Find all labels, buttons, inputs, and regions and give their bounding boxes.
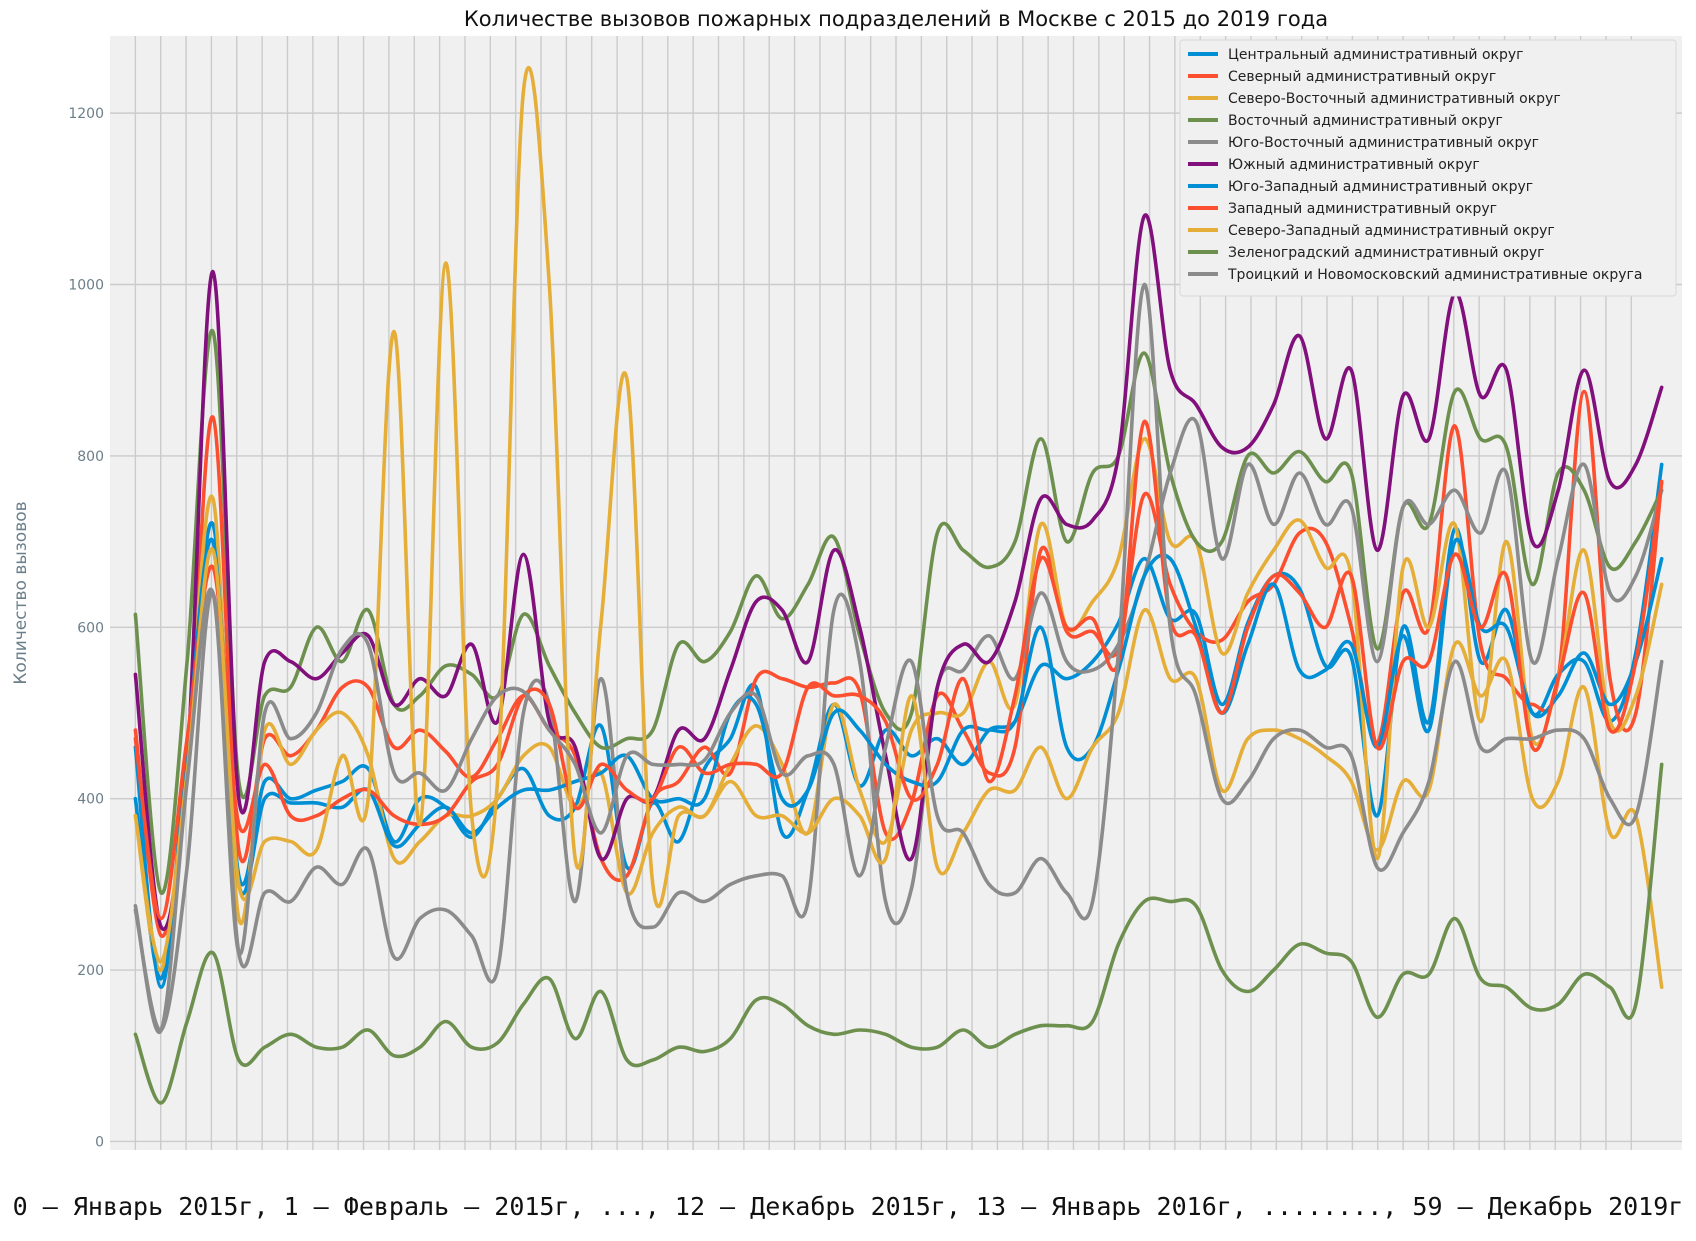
line-chart: 0123456789101112131415161718192021222324… [11, 7, 1682, 1176]
series-line-9 [133, 65, 1664, 989]
series-line-5 [133, 417, 1664, 1032]
x-axis-caption: 0 – Январь 2015г, 1 – Февраль – 2015г, .… [12, 1192, 1684, 1221]
legend-label: Юго-Западный административный округ [1228, 179, 1533, 195]
series-line-6 [133, 213, 1664, 931]
y-tick-label: 400 [77, 792, 104, 808]
y-axis-label: Количество вызовов [11, 501, 31, 684]
legend-label: Северный административный округ [1228, 69, 1496, 85]
legend-label: Южный административный округ [1228, 157, 1480, 173]
y-tick-label: 1200 [68, 106, 104, 122]
series-line-11 [133, 282, 1664, 1035]
y-tick-label: 800 [77, 449, 104, 465]
legend-label: Северо-Западный административный округ [1228, 223, 1555, 239]
y-tick-label: 1000 [68, 278, 104, 294]
legend-label: Западный административный округ [1228, 201, 1497, 217]
series-line-10 [133, 762, 1664, 1105]
y-tick-label: 200 [77, 963, 104, 979]
legend-label: Зеленоградский административный округ [1228, 245, 1544, 261]
legend-label: Восточный административный округ [1228, 113, 1503, 129]
legend-label: Юго-Восточный административный округ [1228, 135, 1539, 151]
y-tick-label: 0 [95, 1134, 104, 1150]
y-tick-label: 600 [77, 620, 104, 636]
series-line-7 [133, 537, 1664, 989]
chart-title: Количестве вызовов пожарных подразделени… [464, 7, 1328, 31]
legend-label: Северо-Восточный административный округ [1228, 91, 1561, 107]
legend-label: Центральный административный округ [1228, 47, 1524, 63]
series-line-8 [133, 419, 1664, 921]
legend [1179, 39, 1677, 297]
legend-label: Троицкий и Новомосковский административн… [1227, 267, 1642, 283]
